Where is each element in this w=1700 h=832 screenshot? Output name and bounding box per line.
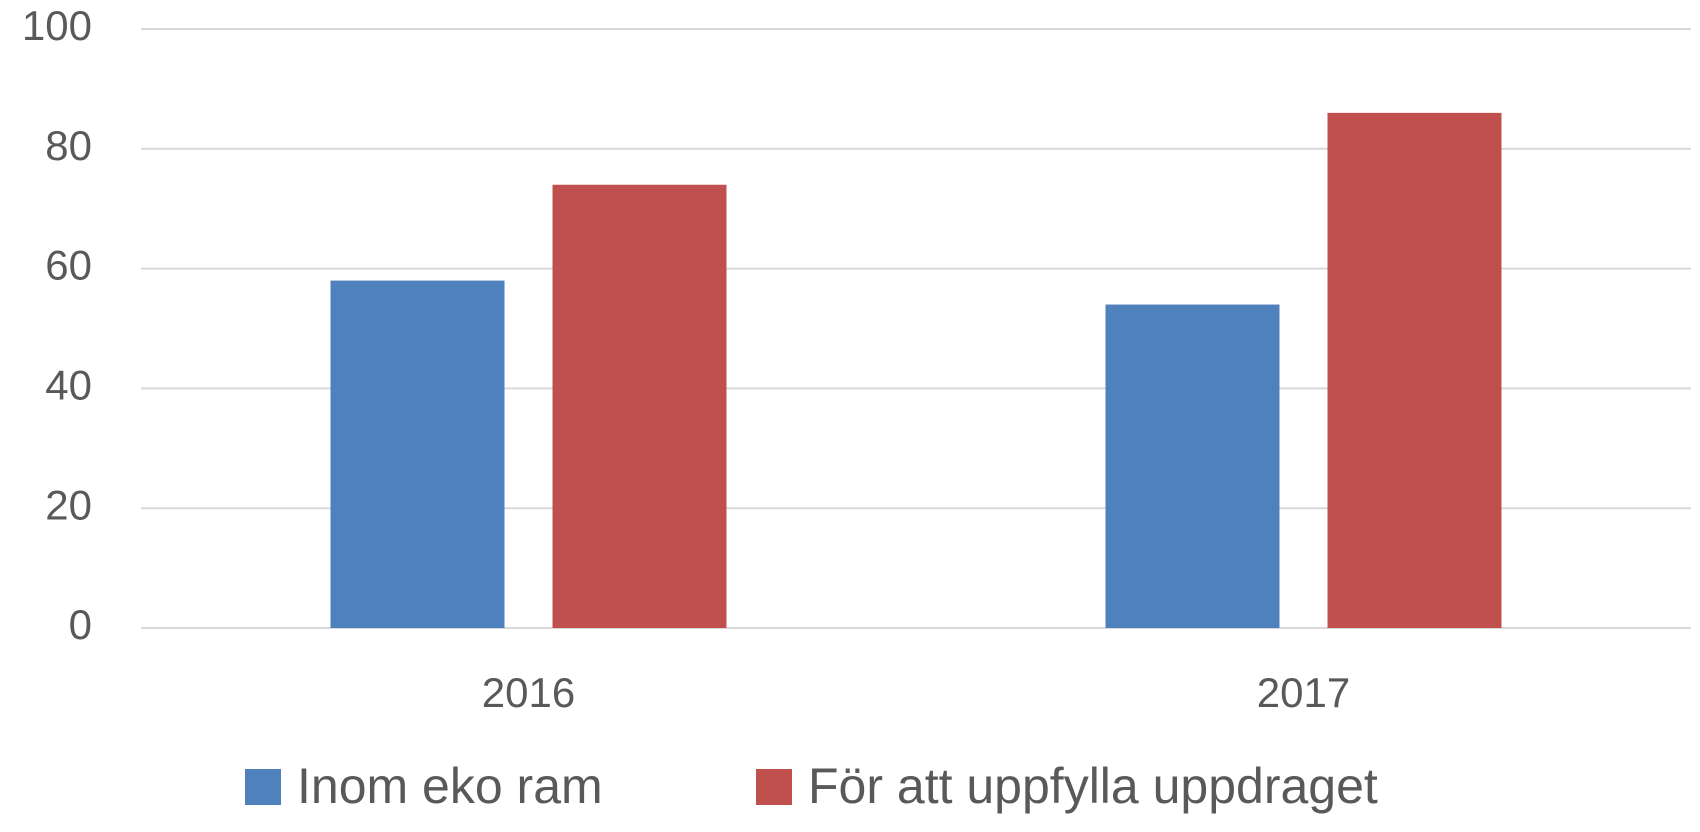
y-tick-label: 80 <box>45 122 92 169</box>
bar <box>1327 112 1502 629</box>
y-tick-label: 60 <box>45 242 92 289</box>
legend-swatch <box>756 769 792 805</box>
x-tick-label: 2017 <box>1257 669 1350 716</box>
y-tick-label: 40 <box>45 361 92 408</box>
bar <box>1105 304 1280 628</box>
y-tick-label: 20 <box>45 481 92 528</box>
bar <box>330 280 505 628</box>
legend-swatch <box>245 769 281 805</box>
y-tick-label: 0 <box>69 601 92 648</box>
legend-label: För att uppfylla uppdraget <box>808 758 1378 814</box>
bar <box>552 184 727 629</box>
x-tick-label: 2016 <box>482 669 575 716</box>
y-tick-label: 100 <box>22 2 92 49</box>
legend-label: Inom eko ram <box>297 758 603 814</box>
